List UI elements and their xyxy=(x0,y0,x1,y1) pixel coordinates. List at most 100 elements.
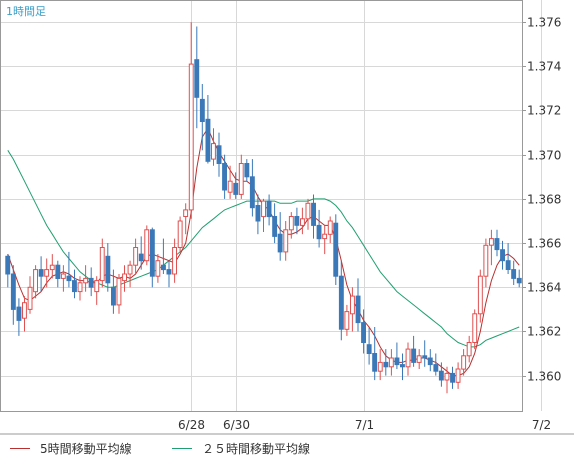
candle xyxy=(288,212,294,239)
candle-body-down xyxy=(55,264,61,280)
candle-body-up xyxy=(127,264,133,275)
x-tick-label: 6/28 xyxy=(178,418,205,432)
candle-body-down xyxy=(294,216,300,226)
candle xyxy=(500,240,506,270)
y-axis: 1.376 1.374 1.372 1.370 1.368 1.366 1.364 1.362… xyxy=(522,16,561,384)
candle-body-up xyxy=(350,295,355,315)
candle xyxy=(461,349,467,376)
candle-body-up xyxy=(133,247,139,266)
candle xyxy=(411,335,417,367)
candle-body-up xyxy=(300,218,305,226)
candle-body-up xyxy=(83,277,89,284)
candle xyxy=(383,349,389,376)
candle xyxy=(38,256,44,292)
candle-body-up xyxy=(344,311,350,330)
candle-body-down xyxy=(277,233,283,253)
candle-body-up xyxy=(416,355,422,363)
candle xyxy=(227,165,233,199)
candle-body-up xyxy=(33,269,38,293)
candle-body-up xyxy=(211,143,216,160)
candle-body-down xyxy=(38,269,44,277)
candle-body-down xyxy=(505,260,511,271)
candle-body-up xyxy=(183,209,189,217)
candle xyxy=(122,265,127,292)
candle-body-down xyxy=(16,306,22,321)
candle xyxy=(238,154,244,199)
candle xyxy=(49,254,55,279)
candle-body-down xyxy=(438,370,444,381)
candle-body-up xyxy=(94,280,100,293)
candle-body-down xyxy=(10,273,16,310)
candle xyxy=(199,84,205,151)
candle xyxy=(394,342,400,369)
candle xyxy=(261,198,267,232)
candle xyxy=(166,260,172,288)
candle xyxy=(377,349,383,381)
candle-body-down xyxy=(233,182,239,195)
candle-body-down xyxy=(216,145,222,165)
candle-body-down xyxy=(88,277,94,288)
candle xyxy=(444,366,450,394)
candle-body-down xyxy=(422,355,428,359)
candle xyxy=(172,238,178,283)
candle-body-up xyxy=(227,180,233,193)
candle-body-down xyxy=(500,249,506,262)
candle-body-up xyxy=(477,275,483,315)
candle-body-down xyxy=(161,264,166,271)
candle xyxy=(272,203,278,244)
candle-body-down xyxy=(383,361,389,368)
candle xyxy=(33,265,38,299)
candle xyxy=(388,349,394,376)
candle xyxy=(83,265,89,292)
candle-body-up xyxy=(144,229,150,262)
candle xyxy=(99,238,105,288)
x-tick-label: 6/30 xyxy=(223,418,250,432)
candle xyxy=(477,269,483,323)
candle-body-down xyxy=(333,222,339,277)
candle xyxy=(316,209,322,248)
candle-body-down xyxy=(311,202,317,226)
candle-body-up xyxy=(322,233,328,240)
candle xyxy=(94,276,100,305)
candle-body-up xyxy=(455,368,461,383)
candle xyxy=(433,353,439,376)
legend-label: 5時間移動平均線 xyxy=(40,441,132,456)
candle-body-up xyxy=(444,372,450,381)
candle xyxy=(116,274,122,314)
candle-body-down xyxy=(205,118,211,162)
candle xyxy=(516,269,522,288)
candle xyxy=(466,335,472,363)
candle xyxy=(255,194,261,235)
candle xyxy=(188,22,194,219)
candle xyxy=(133,238,139,274)
candle xyxy=(111,269,116,314)
candle-body-up xyxy=(388,357,394,368)
legend-label: ２５時間移動平均線 xyxy=(202,441,310,456)
candle xyxy=(27,276,33,314)
candle-body-down xyxy=(166,269,172,275)
candle xyxy=(511,260,517,285)
x-tick-label: 7/2 xyxy=(532,418,551,432)
candle-body-down xyxy=(355,295,361,324)
candle-body-down xyxy=(194,59,200,98)
candle xyxy=(44,258,50,288)
candle xyxy=(494,229,500,257)
candle-body-down xyxy=(222,163,228,191)
candle-body-up xyxy=(472,313,478,343)
y-tick-label: 1.368 xyxy=(527,193,561,207)
candle xyxy=(233,172,239,199)
candle-body-up xyxy=(466,342,472,357)
candle-body-up xyxy=(238,163,244,195)
candle-body-up xyxy=(77,282,83,293)
y-tick-label: 1.366 xyxy=(527,237,561,251)
candle-body-up xyxy=(122,273,127,282)
candle xyxy=(483,238,489,288)
candle-body-down xyxy=(266,200,272,218)
candle xyxy=(16,298,22,336)
candle-body-down xyxy=(316,224,322,240)
y-tick-label: 1.370 xyxy=(527,149,561,163)
y-tick-label: 1.372 xyxy=(527,104,561,118)
candle xyxy=(10,265,16,325)
candle-body-down xyxy=(450,372,456,383)
candle xyxy=(105,243,111,292)
